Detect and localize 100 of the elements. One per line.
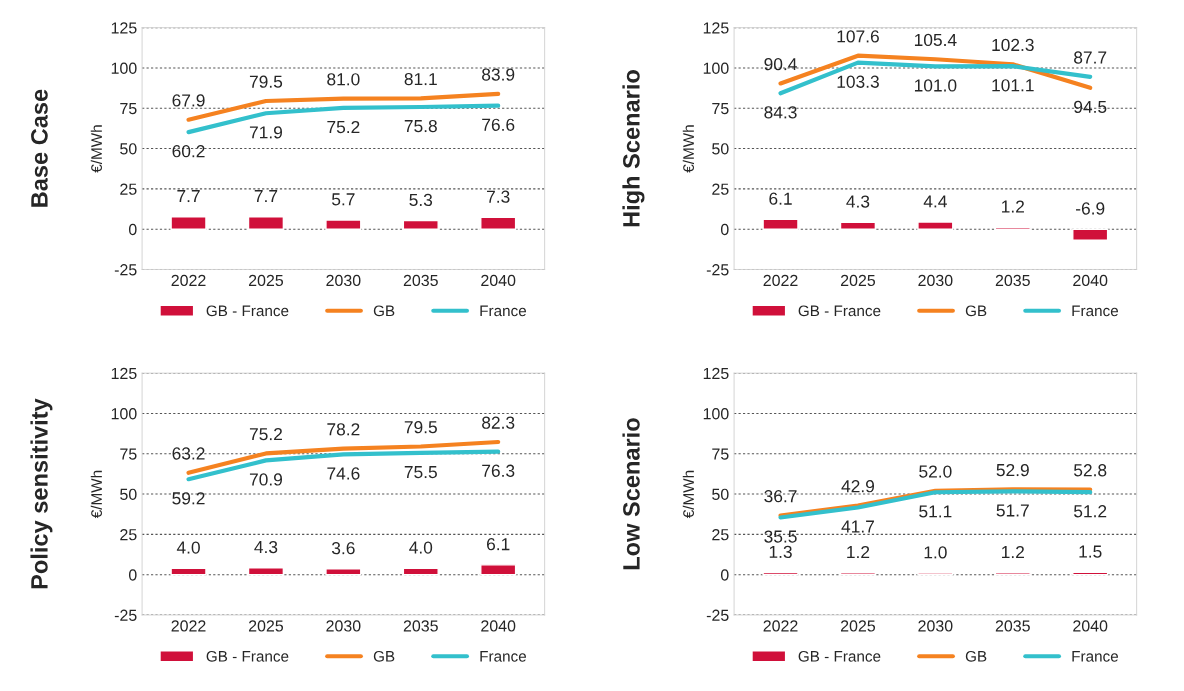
y-tick-label: -25 <box>114 264 137 276</box>
legend-label: France <box>1072 305 1119 317</box>
data-label: 75.8 <box>404 119 437 133</box>
y-tick-label: 100 <box>111 62 137 74</box>
x-tick-label: 2030 <box>918 620 953 632</box>
y-tick-label: 125 <box>111 22 137 34</box>
x-tick-label: 2040 <box>1073 274 1108 287</box>
data-label: 4.0 <box>409 541 433 554</box>
data-label: 36.7 <box>764 490 797 503</box>
data-label: 102.3 <box>992 38 1034 52</box>
y-tick-label: -25 <box>114 609 137 621</box>
data-label: 5.7 <box>331 193 355 206</box>
data-label: 3.6 <box>331 542 355 555</box>
x-tick-label: 2035 <box>995 274 1030 287</box>
y-tick-label: 75 <box>120 448 137 460</box>
legend-label: France <box>480 651 527 662</box>
data-label: 52.0 <box>919 465 952 478</box>
text: Policy sensitivity <box>30 398 53 589</box>
y-tick-label: 75 <box>712 103 729 115</box>
text: Low Scenario <box>622 418 640 570</box>
x-tick-label: 2030 <box>918 274 953 287</box>
data-label: 76.3 <box>482 464 515 477</box>
data-label: 59.2 <box>172 492 205 505</box>
y-tick-label: 25 <box>120 183 137 195</box>
data-label: 90.4 <box>764 57 797 71</box>
data-label: 7.3 <box>487 190 510 203</box>
data-label: 67.9 <box>172 94 205 107</box>
x-tick-label: 2040 <box>481 620 516 632</box>
legend-label: GB - France <box>206 650 289 662</box>
y-tick-label: 50 <box>120 143 137 155</box>
x-tick-label: 2022 <box>763 274 798 287</box>
legend-label: GB <box>373 650 395 662</box>
y-tick-label: 0 <box>128 569 137 581</box>
x-tick-label: 2025 <box>840 620 876 632</box>
x-tick-label: 2025 <box>248 274 284 287</box>
data-label: 81.1 <box>404 72 437 86</box>
data-label: 71.9 <box>249 126 283 139</box>
data-label: 75.2 <box>327 120 360 134</box>
x-tick-label: 2040 <box>481 274 516 287</box>
legend-label: GB <box>965 650 987 662</box>
data-label: 75.2 <box>249 427 282 441</box>
y-tick-label: 125 <box>703 367 729 380</box>
data-label: 41.7 <box>841 520 874 533</box>
legend-label: GB - France <box>798 305 881 317</box>
data-label: 42.9 <box>841 480 875 493</box>
data-label: 103.3 <box>837 75 879 88</box>
legend-label: GB <box>373 305 395 317</box>
y-tick-label: 100 <box>111 408 137 420</box>
text: Base Case <box>31 89 48 207</box>
x-tick-label: 2025 <box>840 274 876 287</box>
y-axis-title: €/MWh <box>682 125 694 173</box>
data-label: 6.1 <box>487 538 510 551</box>
x-tick-label: 2035 <box>403 620 438 632</box>
legend-label: France <box>480 305 527 317</box>
data-label: 7.7 <box>177 190 200 203</box>
y-tick-label: -25 <box>706 264 729 276</box>
text: High Scenario <box>622 70 645 227</box>
data-label: 52.9 <box>996 463 1029 477</box>
data-label: 1.0 <box>924 546 947 559</box>
x-tick-label: 2040 <box>1073 620 1108 632</box>
data-label: 70.9 <box>249 473 283 486</box>
x-tick-label: 2022 <box>171 620 206 632</box>
data-label: 51.2 <box>1073 505 1107 518</box>
data-label: 75.5 <box>404 466 437 479</box>
data-label: 1.2 <box>1002 200 1024 213</box>
y-axis-title: €/MWh <box>90 125 102 173</box>
data-label: 63.2 <box>172 447 205 460</box>
x-tick-label: 2030 <box>326 620 361 632</box>
y-tick-label: 25 <box>712 183 729 195</box>
legend-label: GB - France <box>798 650 881 662</box>
y-tick-label: 50 <box>120 488 137 501</box>
data-label: 82.3 <box>482 416 515 429</box>
data-label: 7.7 <box>254 190 278 203</box>
y-tick-label: 0 <box>720 223 729 236</box>
y-tick-label: 125 <box>703 22 729 34</box>
y-tick-label: 125 <box>111 367 137 380</box>
x-tick-label: 2035 <box>995 620 1030 632</box>
y-tick-label: 100 <box>703 408 729 420</box>
data-label: 84.3 <box>764 106 797 119</box>
x-tick-label: 2022 <box>763 620 798 632</box>
x-tick-label: 2030 <box>326 274 361 287</box>
y-tick-label: 75 <box>712 448 729 460</box>
data-label: 4.4 <box>923 195 947 208</box>
y-axis-title: €/MWh <box>90 470 102 519</box>
data-label: 51.1 <box>919 505 952 518</box>
data-label: 4.3 <box>846 195 870 208</box>
data-label: 35.5 <box>764 530 797 543</box>
y-axis-title: €/MWh <box>682 470 694 519</box>
data-label: 105.4 <box>914 33 957 47</box>
y-tick-label: 25 <box>712 529 729 541</box>
data-label: 52.8 <box>1073 464 1107 477</box>
legend-label: France <box>1072 651 1119 662</box>
y-tick-label: 0 <box>720 569 729 581</box>
data-label: 79.5 <box>249 75 283 88</box>
data-label: 101.0 <box>914 79 957 92</box>
data-label: 6.1 <box>769 192 792 205</box>
x-tick-label: 2025 <box>248 620 284 632</box>
data-label: 1.3 <box>769 545 792 559</box>
x-tick-label: 2022 <box>171 274 206 287</box>
data-label: 81.0 <box>327 73 360 86</box>
